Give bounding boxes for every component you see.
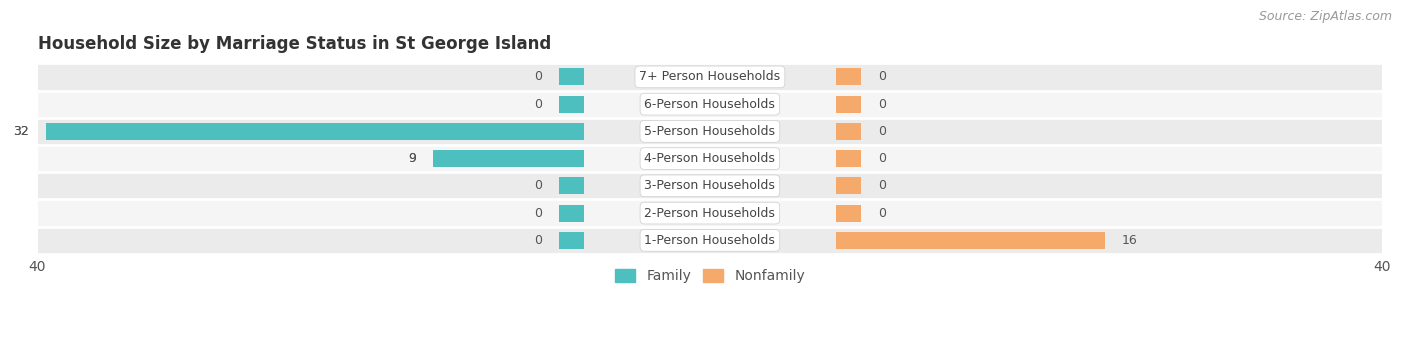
Text: 0: 0 [534,234,541,247]
Text: 0: 0 [877,125,886,138]
Text: 0: 0 [877,152,886,165]
Text: 6-Person Households: 6-Person Households [644,98,775,111]
Legend: Family, Nonfamily: Family, Nonfamily [609,264,811,289]
Bar [837,96,862,113]
Bar [558,205,583,222]
Bar [38,63,1382,90]
Bar [46,123,583,140]
Bar [837,123,862,140]
Bar [837,232,1105,249]
Text: 0: 0 [877,180,886,192]
Text: 1-Person Households: 1-Person Households [644,234,775,247]
Bar [38,90,1382,118]
Bar [433,150,583,167]
Text: Household Size by Marriage Status in St George Island: Household Size by Marriage Status in St … [38,35,551,53]
Bar [558,68,583,85]
Bar [558,96,583,113]
Text: 0: 0 [534,180,541,192]
Text: 16: 16 [1122,234,1137,247]
Text: 0: 0 [877,98,886,111]
Bar [837,68,862,85]
Text: 32: 32 [14,125,30,138]
Bar [38,172,1382,200]
Text: 5-Person Households: 5-Person Households [644,125,775,138]
Text: 0: 0 [877,207,886,220]
Text: 3-Person Households: 3-Person Households [644,180,775,192]
Text: 9: 9 [408,152,416,165]
Text: 0: 0 [534,207,541,220]
Text: 0: 0 [877,70,886,83]
Bar [837,150,862,167]
Bar [38,118,1382,145]
Text: 0: 0 [534,70,541,83]
Text: 7+ Person Households: 7+ Person Households [640,70,780,83]
Text: 0: 0 [534,98,541,111]
Bar [38,227,1382,254]
Bar [558,177,583,194]
Bar [38,200,1382,227]
Text: 2-Person Households: 2-Person Households [644,207,775,220]
Bar [837,205,862,222]
Text: 32: 32 [14,125,30,138]
Bar [38,145,1382,172]
Bar [558,232,583,249]
Text: 9: 9 [408,152,416,165]
Bar [837,177,862,194]
Text: 4-Person Households: 4-Person Households [644,152,775,165]
Text: Source: ZipAtlas.com: Source: ZipAtlas.com [1258,10,1392,23]
